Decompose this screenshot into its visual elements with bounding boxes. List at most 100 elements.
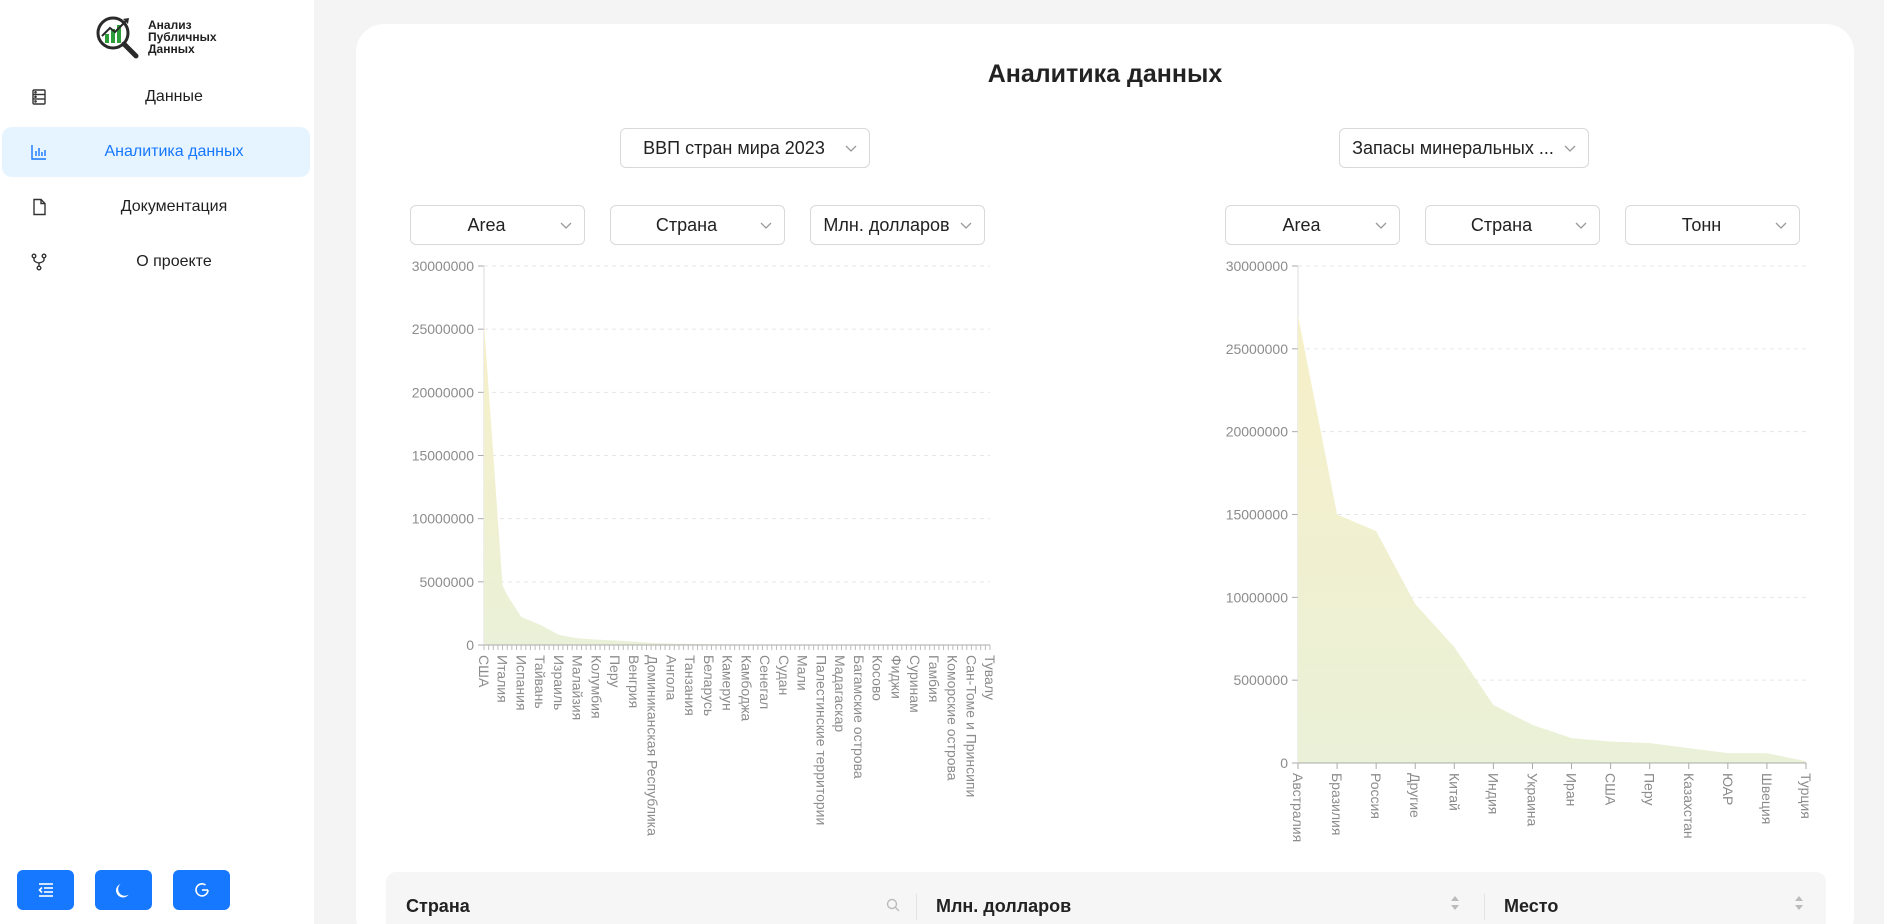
logo-magnifier-chart-icon: [96, 16, 139, 59]
data-table-header: Страна Млн. долларов Место: [386, 872, 1826, 924]
chevron-down-icon: [845, 145, 857, 152]
x-tick-label: Суринам: [907, 655, 923, 713]
y-tick-label: 30000000: [1226, 258, 1289, 274]
x-tick-label: Фиджи: [888, 655, 904, 699]
x-tick-label: ЮАР: [1720, 773, 1736, 805]
sidebar-item-docs[interactable]: Документация: [2, 182, 310, 232]
x-field-select-left[interactable]: Страна: [610, 205, 785, 245]
x-tick-label: Тувалу: [982, 655, 998, 700]
x-tick-label: Коморские острова: [945, 655, 961, 781]
x-tick-label: Украина: [1524, 773, 1540, 827]
y-tick-label: 5000000: [1233, 672, 1288, 688]
chevron-down-icon: [1564, 145, 1576, 152]
y-tick-label: 5000000: [419, 574, 474, 590]
column-header-rank[interactable]: Место: [1504, 896, 1559, 916]
x-tick-label: Судан: [776, 655, 792, 695]
y-tick-label: 0: [466, 637, 474, 653]
sidebar-item-label: Документация: [120, 198, 228, 215]
x-tick-label: Камерун: [720, 655, 736, 711]
x-tick-label: Перу: [607, 655, 623, 687]
dataset-select-value: ВВП стран мира 2023: [643, 137, 825, 158]
chart-type-value: Area: [1282, 214, 1321, 235]
sidebar-item-data[interactable]: Данные: [2, 72, 310, 122]
y-tick-label: 20000000: [412, 384, 475, 400]
x-tick-label: Тайвань: [532, 655, 548, 709]
y-tick-label: 0: [1280, 755, 1288, 771]
y-tick-label: 15000000: [1226, 507, 1289, 523]
x-tick-label: Иран: [1564, 773, 1580, 806]
database-icon: [32, 89, 46, 105]
sidebar-item-label: О проекте: [136, 253, 212, 270]
y-field-select-left[interactable]: Млн. долларов: [810, 205, 985, 245]
x-tick-label: Испания: [513, 655, 529, 711]
y-field-value: Млн. долларов: [823, 214, 950, 235]
theme-toggle-button[interactable]: [95, 870, 152, 910]
refresh-icon: [194, 883, 209, 897]
area-series: [1298, 315, 1806, 763]
x-tick-label: Гамбия: [926, 655, 942, 702]
sidebar-item-about[interactable]: О проекте: [2, 237, 310, 287]
x-tick-label: Россия: [1368, 773, 1384, 819]
chart-type-select-left[interactable]: Area: [410, 205, 585, 245]
x-tick-label: Китай: [1446, 773, 1462, 811]
x-tick-label: Израиль: [551, 655, 567, 710]
x-tick-label: Малайзия: [570, 655, 586, 720]
y-tick-label: 25000000: [1226, 341, 1289, 357]
chevron-down-icon: [1775, 222, 1787, 229]
chevron-down-icon: [760, 222, 772, 229]
column-header-country[interactable]: Страна: [406, 896, 470, 916]
sort-icon[interactable]: [1450, 894, 1460, 912]
y-tick-label: 25000000: [412, 321, 475, 337]
sidebar-nav: Данные Аналитика данных Документация О п…: [0, 72, 314, 292]
x-tick-label: Италия: [495, 655, 511, 703]
sidebar-footer: [17, 870, 230, 910]
collapse-menu-button[interactable]: [17, 870, 74, 910]
page-title: Аналитика данных: [987, 60, 1223, 88]
x-tick-label: Багамские острова: [851, 655, 867, 779]
app-logo[interactable]: Анализ Публичных Данных: [94, 14, 238, 60]
logo-text: Анализ Публичных Данных: [148, 19, 238, 55]
x-field-value: Страна: [655, 214, 718, 235]
column-separator: [1484, 894, 1485, 920]
dataset-select-right[interactable]: Запасы минеральных ...: [1339, 128, 1589, 168]
sidebar-item-analytics[interactable]: Аналитика данных: [2, 127, 310, 177]
x-tick-label: Сан-Томе и Принсипи: [963, 655, 979, 797]
x-tick-label: Мадагаскар: [832, 655, 848, 732]
x-tick-label: Камбоджа: [738, 655, 754, 721]
x-tick-label: Бразилия: [1329, 773, 1345, 835]
area-series: [484, 322, 990, 645]
y-tick-label: 15000000: [412, 448, 475, 464]
minerals-area-chart: 0 5000000 10000000 15000000 20000000 25000000…: [1226, 258, 1814, 842]
y-field-select-right[interactable]: Тонн: [1625, 205, 1800, 245]
x-field-value: Страна: [1470, 214, 1533, 235]
column-header-value[interactable]: Млн. долларов: [936, 896, 1072, 916]
x-tick-label: Перу: [1642, 773, 1658, 805]
x-tick-label: Венгрия: [626, 655, 642, 708]
logo-line: Публичных: [148, 30, 217, 44]
x-tick-label: Палестинские территории: [813, 655, 829, 825]
chevron-down-icon: [1375, 222, 1387, 229]
logo-line: Данных: [148, 42, 195, 56]
x-tick-label: Казахстан: [1681, 773, 1697, 839]
x-tick-label: Другие: [1407, 773, 1423, 818]
y-tick-label: 30000000: [412, 258, 475, 274]
collapse-menu-icon: [37, 883, 53, 897]
refresh-button[interactable]: [173, 870, 230, 910]
x-tick-label: Турция: [1798, 773, 1814, 819]
x-tick-label: Колумбия: [588, 655, 604, 719]
column-separator: [916, 894, 917, 920]
chart-type-select-right[interactable]: Area: [1225, 205, 1400, 245]
y-tick-label: 10000000: [1226, 589, 1289, 605]
x-field-select-right[interactable]: Страна: [1425, 205, 1600, 245]
x-tick-label: Мали: [795, 655, 811, 691]
chevron-down-icon: [1575, 222, 1587, 229]
x-tick-label: Косово: [870, 655, 886, 701]
gdp-area-chart: 0 5000000 10000000 15000000 20000000 25000000…: [412, 258, 998, 836]
dataset-select-left[interactable]: ВВП стран мира 2023: [620, 128, 870, 168]
chevron-down-icon: [560, 222, 572, 229]
x-tick-label: США: [1603, 773, 1619, 806]
chart-type-value: Area: [467, 214, 506, 235]
search-icon[interactable]: [886, 898, 900, 912]
y-tick-label: 10000000: [412, 511, 475, 527]
sort-icon[interactable]: [1794, 894, 1804, 912]
